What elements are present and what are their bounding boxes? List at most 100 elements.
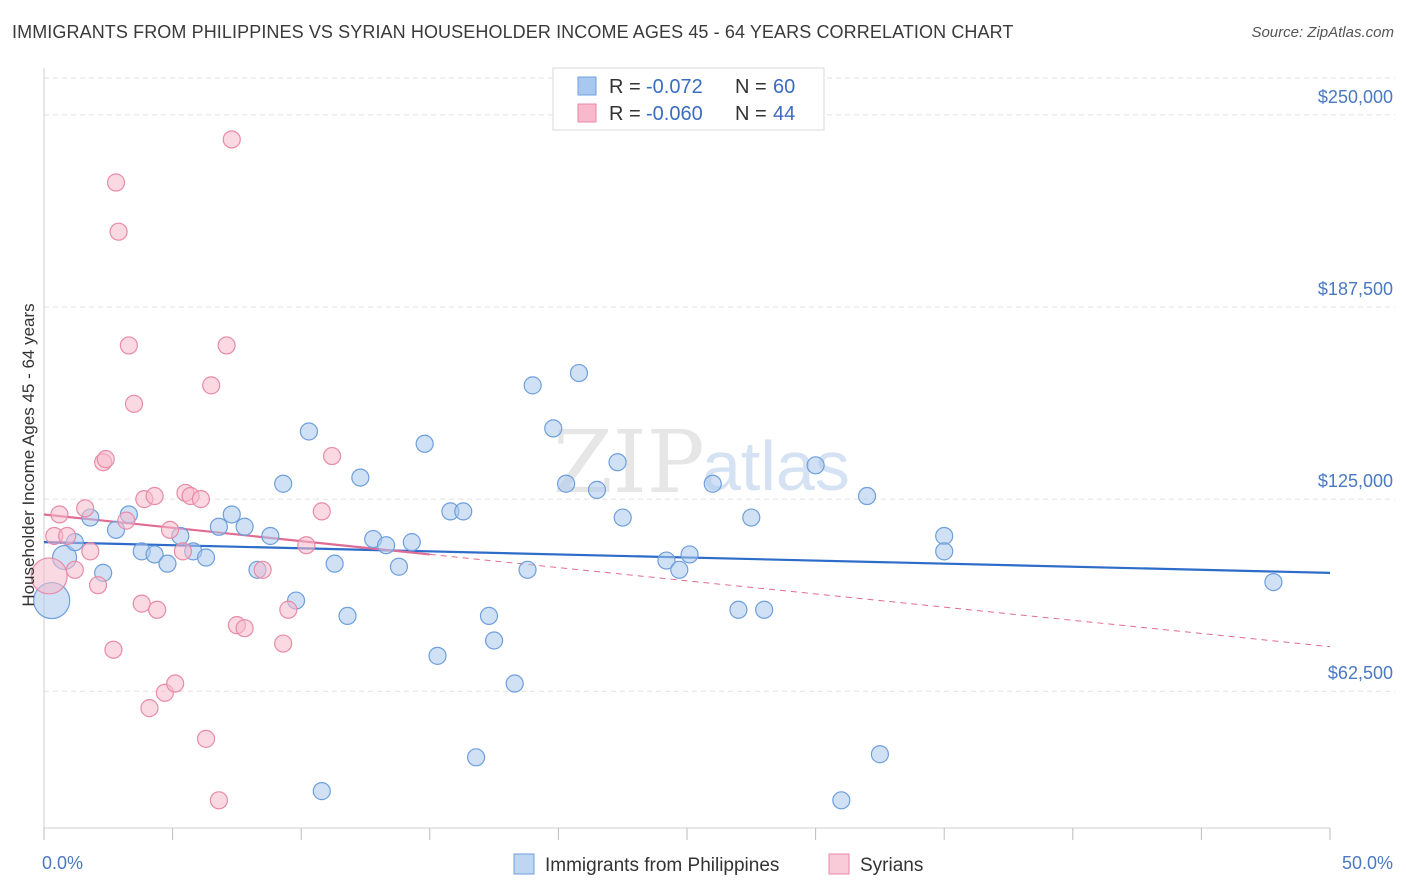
syrians-point <box>145 486 164 506</box>
philippines-point <box>428 646 447 665</box>
x-tick-label: 50.0% <box>1342 853 1393 873</box>
syrians-point <box>65 560 84 579</box>
philippines-point <box>569 363 589 383</box>
syrians-point <box>50 505 69 524</box>
philippines-point <box>935 542 954 561</box>
syrians-point <box>253 560 272 579</box>
y-axis-title: Householder Income Ages 45 - 64 years <box>19 303 38 606</box>
syrians-point <box>217 336 236 355</box>
y-tick-label: $125,000 <box>1318 471 1393 491</box>
philippines-point <box>466 748 486 767</box>
philippines-point <box>209 517 228 536</box>
source-label: Source: ZipAtlas.com <box>1251 24 1394 41</box>
syrians-trend-line <box>43 513 430 556</box>
y-tick-label: $250,000 <box>1318 87 1393 107</box>
philippines-point <box>832 791 851 810</box>
philippines-point <box>338 606 357 626</box>
legend-n-label: N = <box>735 103 767 125</box>
philippines-point <box>402 533 421 552</box>
watermark-atlas: atlas <box>702 427 850 505</box>
philippines-point <box>485 631 504 650</box>
syrians-point <box>117 511 136 530</box>
x-tick-label: 0.0% <box>42 853 83 873</box>
syrians-point <box>81 542 100 561</box>
syrians-point <box>104 640 123 659</box>
philippines-point <box>703 474 722 493</box>
syrians-point <box>209 791 228 810</box>
y-tick-label: $187,500 <box>1318 279 1393 299</box>
philippines-point <box>261 526 280 546</box>
legend-r-label: R = <box>609 103 641 125</box>
x-tick-labels: 0.0% 50.0% <box>42 853 1393 873</box>
philippines-point <box>729 600 748 619</box>
syrians-point <box>124 394 144 413</box>
syrians-point <box>119 336 138 355</box>
syrians-point <box>96 450 115 469</box>
philippines-point <box>235 517 254 536</box>
philippines-point <box>544 419 563 438</box>
philippines-point <box>376 536 396 555</box>
y-tick-labels: $62,500 $125,000 $187,500 $250,000 <box>1318 87 1393 683</box>
syrians-point <box>196 729 216 748</box>
syrians-point <box>109 222 128 241</box>
legend-label: Immigrants from Philippines <box>545 855 779 876</box>
legend-n-value: 44 <box>773 103 795 125</box>
syrians-point <box>202 376 221 395</box>
syrians-point <box>140 699 159 718</box>
syrians-point <box>166 674 185 693</box>
philippines-point <box>389 557 409 576</box>
syrians-point <box>58 526 77 546</box>
syrians-point <box>160 520 180 539</box>
philippines-point <box>158 554 177 573</box>
syrians-point <box>173 542 192 561</box>
legend-r-value: -0.060 <box>646 103 703 125</box>
philippines-point <box>680 545 699 564</box>
philippines-point <box>274 474 293 493</box>
syrians-point <box>30 557 68 595</box>
legend-swatch <box>577 103 597 123</box>
syrians-point <box>322 446 342 466</box>
philippines-point <box>312 782 331 801</box>
philippines-point <box>222 505 241 524</box>
philippines-point <box>523 376 542 395</box>
philippines-point <box>613 508 632 527</box>
syrians-point <box>297 536 316 555</box>
philippines-point <box>870 745 890 764</box>
legend-r-label: R = <box>609 76 641 98</box>
philippines-point <box>857 486 877 506</box>
philippines-point <box>657 551 676 570</box>
syrians-point <box>222 130 241 149</box>
syrians-point <box>191 490 210 509</box>
philippines-point <box>325 554 344 573</box>
philippines-point <box>479 606 499 626</box>
syrians-point <box>88 576 108 595</box>
philippines-point <box>670 560 689 579</box>
syrians-trend-extension <box>429 553 1331 648</box>
philippines-point <box>351 468 370 487</box>
philippines-point <box>608 453 627 472</box>
legend-n-label: N = <box>735 76 767 98</box>
watermark: ZIP atlas <box>553 413 850 513</box>
philippines-point <box>806 456 825 475</box>
correlation-legend: R = -0.072 N = 60 R = -0.060 N = 44 <box>552 67 825 131</box>
philippines-point <box>935 526 954 546</box>
watermark-zip: ZIP <box>553 413 705 513</box>
axes <box>43 68 1331 840</box>
philippines-point <box>415 434 434 453</box>
philippines-point <box>299 422 319 441</box>
syrians-point <box>274 634 293 653</box>
y-tick-label: $62,500 <box>1328 663 1393 683</box>
legend-swatch <box>828 853 850 875</box>
philippines-point <box>587 480 607 499</box>
syrians-point <box>279 600 298 619</box>
grid-lines <box>44 77 1395 692</box>
syrians-point <box>132 594 151 613</box>
legend-r-value: -0.072 <box>646 76 703 98</box>
series-legend: Immigrants from Philippines Syrians <box>513 853 923 876</box>
philippines-point <box>454 502 473 521</box>
philippines-point <box>1264 572 1283 592</box>
philippines-point <box>196 548 216 567</box>
syrians-point <box>106 173 126 192</box>
philippines-point <box>505 674 524 693</box>
